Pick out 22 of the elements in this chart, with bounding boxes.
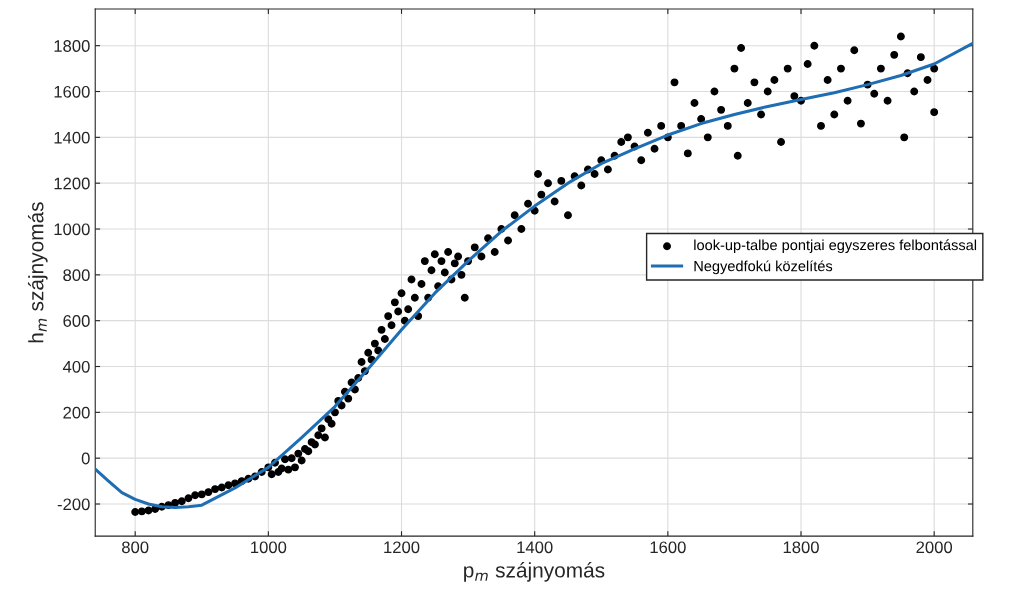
y-tick-label: 400 [62,360,90,373]
y-tick-label: -200 [57,498,90,511]
y-axis-title: h$_{m}$ szájnyomás [27,202,48,343]
y-tick-label: 0 [81,452,90,465]
y-tick-label: 1000 [54,223,90,236]
x-tick-label: 1200 [384,541,420,554]
x-axis-title: p$_{m}$ szájnyomás [464,562,605,582]
y-tick-label: 600 [63,315,90,327]
legend-label: Negyedfokú közelítés [694,260,833,275]
x-tick-label: 1600 [650,541,686,554]
x-tick-label: 2000 [916,541,953,554]
x-tick-label: 1800 [783,541,819,554]
y-tick-label: 1600 [54,85,90,98]
x-tick-label: 800 [122,541,149,554]
x-tick-label: 1000 [251,541,287,554]
x-tick-label: 1400 [517,541,553,554]
y-tick-label: 1400 [54,131,90,144]
legend-label: look-up-talbe pontjai egyszeres felbontással [694,239,977,254]
y-tick-label: 1800 [54,40,90,52]
y-tick-label: 200 [63,406,90,419]
y-tick-label: 800 [63,269,90,282]
y-tick-label: 1200 [54,177,90,190]
